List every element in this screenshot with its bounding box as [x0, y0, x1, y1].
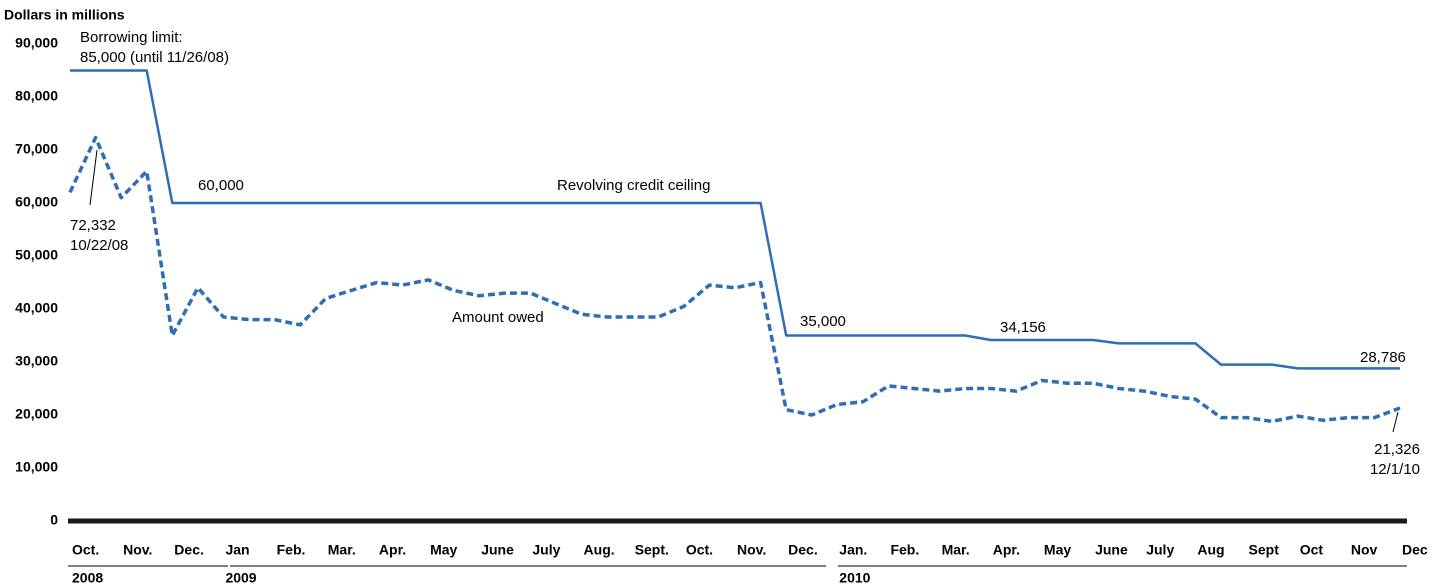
y-tick-label: 80,000 [15, 88, 58, 104]
x-tick-label: Dec. [788, 542, 818, 558]
x-tick-label: Oct. [72, 542, 99, 558]
annotation: 35,000 [800, 313, 846, 330]
x-tick-label: Sept. [635, 542, 669, 558]
annotation: 60,000 [198, 177, 244, 194]
x-tick-label: June [481, 542, 514, 558]
leader-line [1392, 411, 1399, 433]
x-tick-label: Apr. [993, 542, 1020, 558]
x-tick-label: Sept [1249, 542, 1280, 558]
x-tick-label: Dec [1402, 542, 1428, 558]
leader-line [89, 149, 98, 206]
x-tick-label: Nov [1351, 542, 1378, 558]
series-line [68, 135, 1401, 424]
y-tick-label: 40,000 [15, 300, 58, 316]
x-tick-label: Feb. [890, 542, 919, 558]
x-tick-label: Nov. [123, 542, 152, 558]
x-tick-label: Oct. [686, 542, 713, 558]
year-label: 2009 [225, 570, 256, 586]
y-tick-label: 90,000 [15, 35, 58, 51]
year-label: 2010 [839, 570, 870, 586]
series-label: Revolving credit ceiling [557, 177, 710, 194]
y-tick-label: 70,000 [15, 141, 58, 157]
annotation: 21,326 [1374, 441, 1420, 458]
y-tick-label: 20,000 [15, 406, 58, 422]
x-tick-label: Feb. [277, 542, 306, 558]
x-tick-label: Nov. [737, 542, 766, 558]
x-tick-label: Mar. [328, 542, 356, 558]
y-tick-label: 30,000 [15, 353, 58, 369]
x-tick-label: Oct [1300, 542, 1324, 558]
annotation: 85,000 (until 11/26/08) [80, 49, 229, 66]
y-tick-label: 10,000 [15, 459, 58, 475]
x-tick-label: Aug [1197, 542, 1224, 558]
x-tick-label: May [1044, 542, 1071, 558]
x-tick-label: Jan [225, 542, 249, 558]
series-label: Amount owed [452, 309, 544, 326]
annotation: Borrowing limit: [80, 29, 183, 46]
x-tick-label: Mar. [942, 542, 970, 558]
chart-title: Dollars in millions [4, 7, 125, 23]
year-label: 2008 [72, 570, 103, 586]
annotation: 28,786 [1360, 349, 1406, 366]
series-line [70, 69, 1400, 370]
annotation: 72,332 [70, 217, 116, 234]
x-tick-label: July [1146, 542, 1174, 558]
annotation: 34,156 [1000, 319, 1046, 336]
annotation: 10/22/08 [70, 237, 128, 254]
x-tick-label: May [430, 542, 457, 558]
x-tick-label: Apr. [379, 542, 406, 558]
y-tick-label: 50,000 [15, 247, 58, 263]
x-tick-label: Aug. [584, 542, 615, 558]
x-tick-label: June [1095, 542, 1128, 558]
y-tick-label: 60,000 [15, 194, 58, 210]
x-tick-label: July [532, 542, 560, 558]
x-tick-label: Dec. [174, 542, 204, 558]
y-tick-label: 0 [50, 512, 58, 528]
annotation: 12/1/10 [1370, 461, 1420, 478]
x-tick-label: Jan. [839, 542, 867, 558]
